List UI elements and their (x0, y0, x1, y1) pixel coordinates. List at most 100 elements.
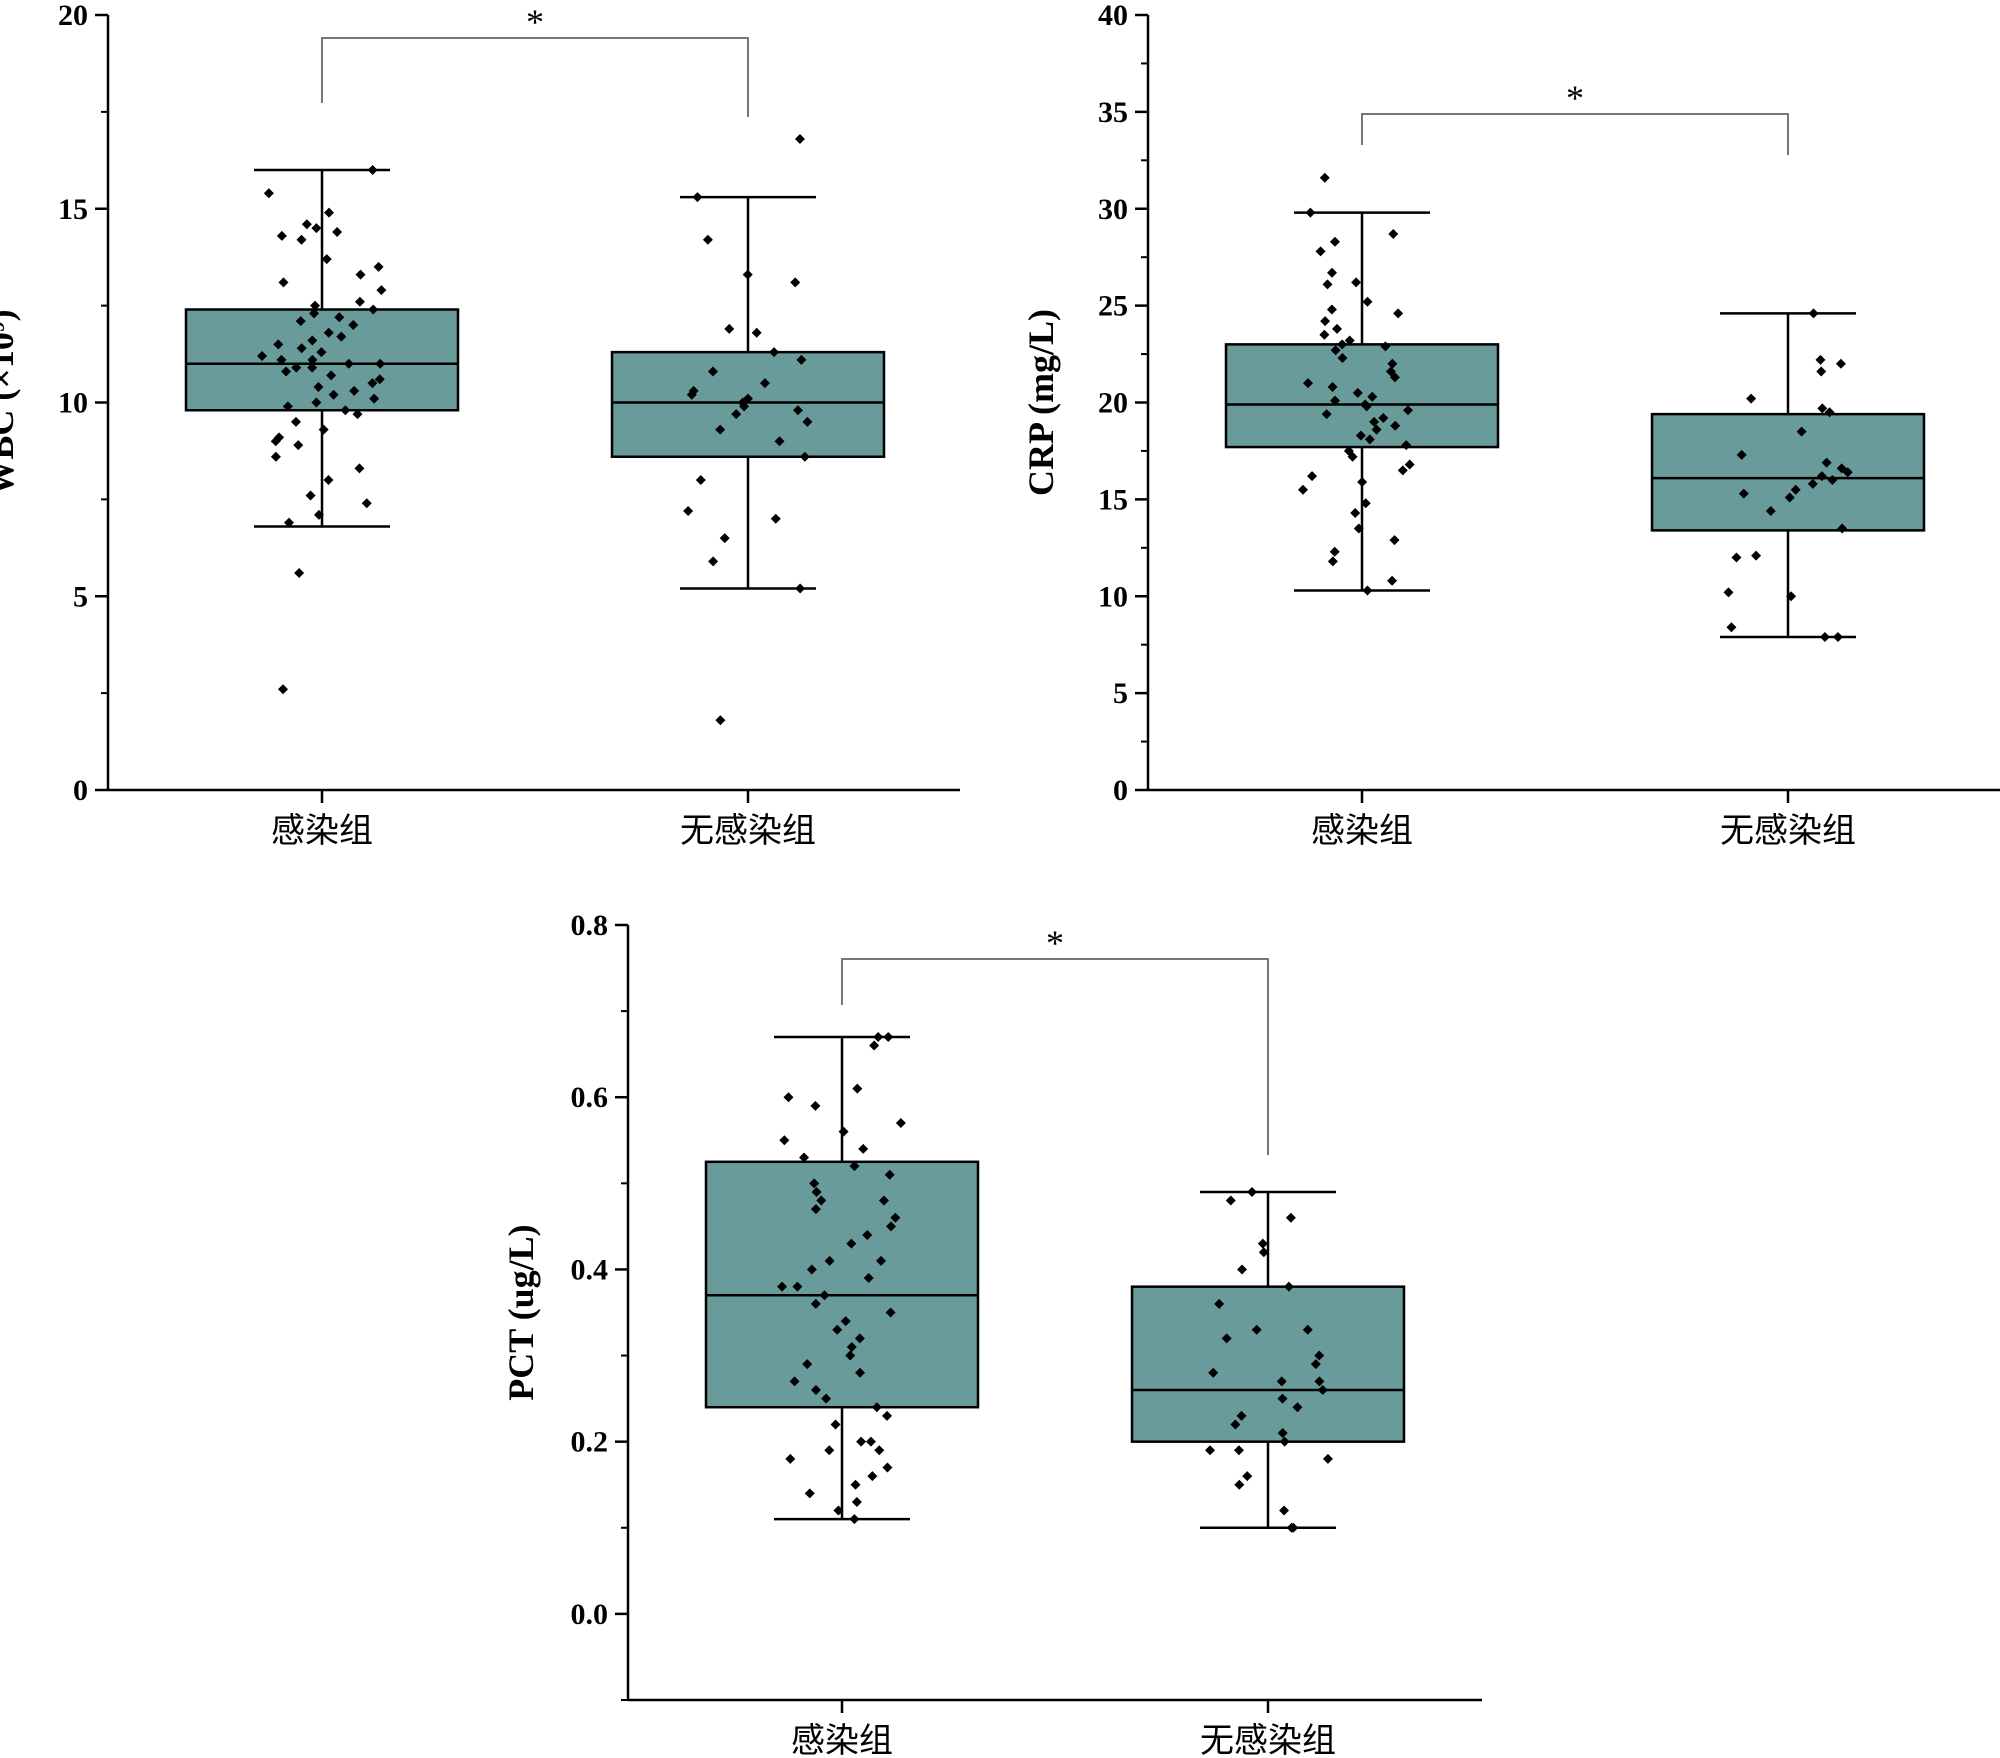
data-point (1842, 467, 1853, 478)
data-point (1401, 440, 1412, 451)
data-point (810, 1385, 821, 1395)
chart-panel-3: 0.0 0.2 0.4 0.6 0.8 PCT (ug/L) 感染组 无感染组 * (501, 909, 1482, 1758)
data-point (799, 1152, 810, 1163)
data-point (1821, 457, 1832, 468)
data-point (1332, 323, 1343, 334)
data-point (1292, 1402, 1303, 1413)
data-point (273, 339, 284, 350)
data-point (852, 1083, 863, 1094)
data-point (854, 1333, 865, 1344)
data-point (263, 188, 274, 199)
significance-marker: * (1566, 78, 1584, 118)
data-point (1257, 1238, 1268, 1249)
data-point (311, 397, 322, 408)
y-tick-label: 0.6 (571, 1081, 609, 1114)
data-point (1314, 1350, 1325, 1361)
data-point (1225, 1195, 1236, 1206)
data-point (1388, 228, 1399, 239)
data-point (328, 389, 339, 400)
data-point (1832, 631, 1843, 642)
data-point (1327, 267, 1338, 278)
data-point (1751, 550, 1762, 561)
data-point (1337, 339, 1348, 350)
data-point (1736, 449, 1747, 460)
data-point (683, 506, 694, 516)
data-point (1817, 403, 1828, 414)
data-point (806, 1264, 817, 1275)
iqr-box (1130, 1285, 1406, 1443)
data-point (810, 1100, 821, 1111)
data-point (1824, 407, 1835, 418)
data-point (1251, 1324, 1262, 1335)
data-point (293, 440, 304, 451)
data-point (301, 219, 312, 230)
data-point (1221, 1333, 1232, 1344)
y-tick-label: 15 (58, 193, 88, 226)
data-point (1288, 1522, 1299, 1533)
data-point (742, 269, 753, 280)
data-point (367, 165, 378, 175)
chart-panel-2: 0 5 10 15 20 25 30 35 40 CRP (mg/L) 感染组 无感染组 * (1021, 0, 2000, 851)
box-group-2: 无感染组 (1130, 1186, 1406, 1758)
data-point (883, 1031, 894, 1042)
data-point (1361, 401, 1372, 412)
y-tick-label: 0.2 (571, 1426, 609, 1459)
data-point (349, 385, 360, 396)
data-point (1350, 507, 1361, 518)
data-point (1276, 1376, 1287, 1387)
data-point (257, 351, 268, 361)
data-point (307, 362, 318, 373)
data-point (1329, 236, 1340, 247)
data-point (1723, 587, 1734, 598)
data-point (707, 366, 718, 377)
data-point (1390, 420, 1401, 431)
data-point (862, 1230, 873, 1240)
data-point (884, 1169, 895, 1180)
data-point (1351, 277, 1362, 288)
data-point (307, 335, 318, 346)
data-point (816, 1195, 827, 1206)
data-point (1214, 1298, 1225, 1309)
y-tick-label: 15 (1098, 483, 1128, 516)
y-tick-label: 0.8 (571, 909, 609, 942)
iqr-box (1650, 412, 1926, 532)
data-point (774, 436, 785, 447)
data-point (851, 1496, 862, 1507)
significance-bracket (841, 958, 1269, 1155)
data-point (739, 401, 750, 412)
data-point (1277, 1393, 1288, 1404)
data-point (334, 312, 345, 323)
y-tick-label: 5 (73, 580, 88, 613)
data-point (849, 1161, 860, 1172)
data-point (307, 354, 318, 365)
data-point (1837, 523, 1848, 534)
x-category-label: 无感染组 (1200, 1721, 1336, 1758)
data-point (367, 378, 378, 389)
data-point (1322, 1453, 1333, 1464)
data-point (1402, 405, 1413, 416)
data-point (724, 323, 735, 334)
data-point (1337, 352, 1348, 363)
data-point (708, 556, 719, 567)
data-point (1329, 546, 1340, 557)
significance-marker: * (1046, 923, 1064, 963)
data-point (296, 234, 307, 245)
data-point (832, 1324, 843, 1335)
data-point (376, 285, 387, 296)
data-point (340, 405, 351, 416)
data-point (1344, 335, 1355, 346)
data-point (1330, 345, 1341, 356)
data-point (321, 254, 332, 265)
data-point (1310, 1359, 1321, 1370)
box-group-2: 无感染组 (610, 134, 886, 851)
data-point (309, 308, 320, 319)
data-point (1285, 1212, 1296, 1223)
data-point (294, 568, 305, 578)
data-point (1369, 416, 1380, 427)
data-point (1360, 498, 1371, 509)
data-point (1242, 1471, 1253, 1482)
data-point (686, 389, 697, 400)
data-point (719, 533, 730, 544)
data-point (368, 304, 379, 315)
